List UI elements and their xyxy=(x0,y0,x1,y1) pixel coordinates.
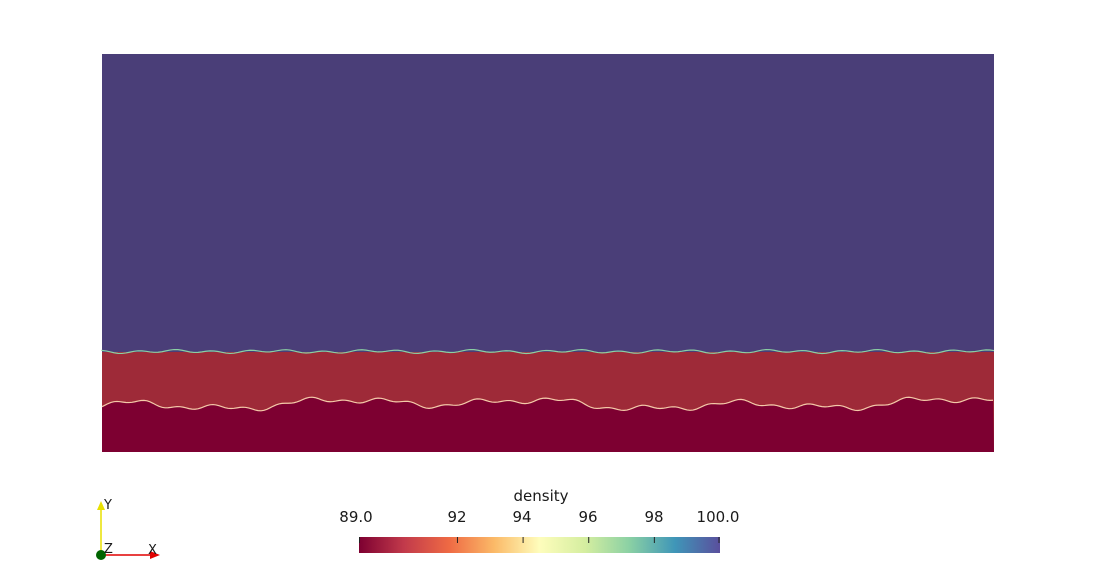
colorbar-tick-label-2: 94 xyxy=(512,508,532,526)
lower-fluid-region xyxy=(102,397,994,452)
colorbar-tick-label-4: 98 xyxy=(644,508,664,526)
colorbar-tick-label-5: 100.0 xyxy=(696,508,740,526)
z-axis-origin-icon xyxy=(96,550,106,560)
z-axis-label: Z xyxy=(104,542,113,557)
colorbar-title: density xyxy=(513,487,569,505)
colorbar-tick-marks xyxy=(359,537,720,543)
colorbar-tick-label-3: 96 xyxy=(578,508,598,526)
y-axis-arrow-icon xyxy=(97,501,105,510)
x-axis-label: X xyxy=(148,543,157,558)
upper-interface-line xyxy=(101,348,995,355)
colorbar-tick-label-1: 92 xyxy=(447,508,467,526)
upper-fluid-region xyxy=(102,54,994,354)
lower-interface-line xyxy=(101,396,994,412)
colorbar-tick-label-0: 89.0 xyxy=(339,508,373,526)
colorbar-gradient xyxy=(359,537,720,553)
y-axis-label: Y xyxy=(104,498,112,513)
x-axis-arrow-icon xyxy=(150,551,160,559)
orientation-axes xyxy=(96,501,160,560)
